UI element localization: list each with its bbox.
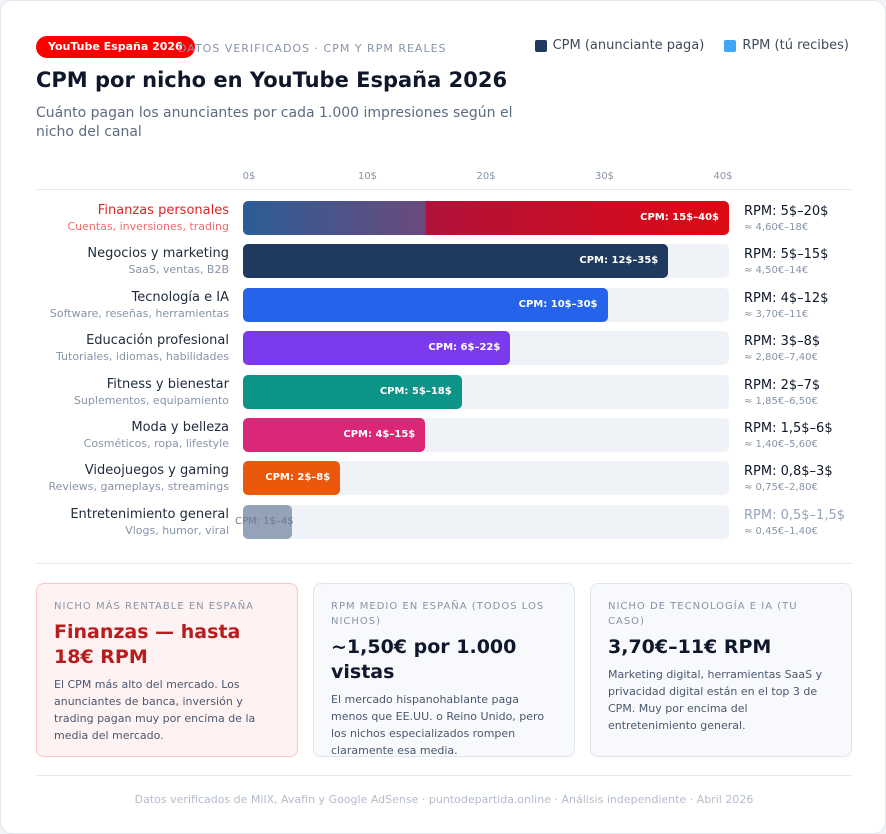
cpm-data-label: CPM: 4$–15$ bbox=[343, 429, 416, 440]
rpm-value: RPM: 5$–20$ bbox=[744, 204, 829, 219]
rpm-value: RPM: 2$–7$ bbox=[744, 377, 821, 393]
chart-row: Negocios y marketing SaaS, ventas, B2B CPM… bbox=[1, 244, 886, 279]
insight-label: NICHO MÁS RENTABLE EN ESPAÑA bbox=[54, 601, 255, 612]
rpm-value: RPM: 0,8$–3$ bbox=[744, 464, 833, 480]
rpm-euro-value: ≈ 0,75€–2,80€ bbox=[744, 482, 818, 494]
insight-value: ~1,50€ por 1.000 vistas bbox=[331, 636, 517, 683]
cpm-data-label: CPM: 5$–18$ bbox=[379, 385, 452, 397]
category-label: Videojuegos y gaming bbox=[84, 463, 229, 479]
insight-card-tech: NICHO DE TECNOLOGÍA E IA (TU CASO) 3,70€… bbox=[590, 583, 852, 757]
insight-label: NICHO DE TECNOLOGÍA E IA (TU CASO) bbox=[608, 601, 798, 627]
page-title: CPM por nicho en YouTube España 2026 bbox=[36, 68, 508, 92]
x-tick-label: 20$ bbox=[476, 171, 496, 182]
cpm-bar bbox=[243, 244, 669, 279]
category-label: Finanzas personales bbox=[97, 203, 229, 218]
axis-line bbox=[36, 189, 852, 190]
rpm-euro-value: ≈ 3,70€–11€ bbox=[744, 308, 809, 320]
legend-swatch-cpm bbox=[534, 39, 547, 52]
section-divider bbox=[36, 563, 852, 564]
legend-item-cpm: CPM (anunciante paga) bbox=[534, 38, 705, 53]
legend: CPM (anunciante paga) RPM (tú recibes) bbox=[534, 38, 849, 53]
category-sublabel: Vlogs, humor, viral bbox=[125, 523, 229, 537]
bar-track bbox=[243, 504, 729, 539]
rpm-euro-value: ≈ 0,45€–1,40€ bbox=[744, 525, 818, 537]
page-subtitle: Cuánto pagan los anunciantes por cada 1.… bbox=[36, 105, 513, 140]
rpm-value: RPM: 5$–15$ bbox=[744, 247, 829, 263]
legend-label-cpm: CPM (anunciante paga) bbox=[552, 38, 705, 53]
category-sublabel: Suplementos, equipamiento bbox=[73, 393, 229, 407]
rpm-value: RPM: 0,5$–1,5$ bbox=[744, 507, 845, 523]
insight-label: RPM MEDIO EN ESPAÑA (TODOS LOS NICHOS) bbox=[331, 601, 545, 627]
chart-row: Fitness y bienestar Suplementos, equipami… bbox=[1, 374, 886, 409]
footer-divider bbox=[36, 775, 852, 776]
legend-label-rpm: RPM (tú recibes) bbox=[742, 38, 849, 53]
rpm-euro-value: ≈ 4,60€–18€ bbox=[744, 222, 809, 233]
insight-text: Marketing digital, herramientas SaaS y p… bbox=[608, 668, 823, 732]
rpm-euro-value: ≈ 1,85€–6,50€ bbox=[744, 395, 818, 407]
category-sublabel: SaaS, ventas, B2B bbox=[128, 263, 229, 277]
cpm-data-label: CPM: 12$–35$ bbox=[579, 255, 659, 267]
insight-text: El mercado hispanohablante paga menos qu… bbox=[331, 693, 545, 757]
rpm-value: RPM: 1,5$–6$ bbox=[744, 421, 833, 436]
legend-item-rpm: RPM (tú recibes) bbox=[724, 38, 849, 53]
category-label: Entretenimiento general bbox=[70, 506, 229, 522]
category-sublabel: Software, reseñas, herramientas bbox=[49, 306, 229, 320]
x-tick-label: 10$ bbox=[357, 171, 378, 182]
region-badge: YouTube España 2026 bbox=[36, 36, 195, 58]
chart-row: Finanzas personales Cuentas, inversiones,… bbox=[1, 201, 886, 235]
cpm-bar bbox=[243, 504, 292, 539]
category-label: Fitness y bienestar bbox=[106, 376, 229, 392]
insight-text: El CPM más alto del mercado. Los anuncia… bbox=[54, 678, 256, 742]
rpm-euro-value: ≈ 2,80€–7,40€ bbox=[744, 352, 818, 364]
chart-row: Videojuegos y gaming Reviews, gameplays, … bbox=[1, 461, 886, 496]
cpm-bar bbox=[243, 287, 608, 322]
chart-row: Entretenimiento general Vlogs, humor, vir… bbox=[1, 504, 886, 539]
cpm-bar bbox=[243, 461, 341, 496]
insight-value: 3,70€–11€ RPM bbox=[608, 636, 772, 658]
legend-swatch-rpm bbox=[724, 39, 737, 52]
rpm-value: RPM: 3$–8$ bbox=[744, 334, 821, 350]
chart-row: Moda y belleza Cosméticos, ropa, lifestyl… bbox=[1, 418, 886, 452]
insight-value: Finanzas — hasta 18€ RPM bbox=[54, 621, 241, 668]
category-sublabel: Cosméticos, ropa, lifestyle bbox=[83, 437, 229, 450]
category-label: Tecnología e IA bbox=[131, 289, 229, 305]
x-tick-label: 0$ bbox=[242, 171, 256, 182]
cpm-bar bbox=[243, 374, 462, 409]
cpm-data-label: CPM: 1$–4$ bbox=[235, 515, 294, 527]
footer-source: Datos verificados de MilX, Avafin y Goog… bbox=[134, 793, 754, 806]
x-tick-label: 30$ bbox=[594, 171, 615, 182]
chart-row: Educación profesional Tutoriales, idiomas… bbox=[1, 331, 886, 366]
cpm-bar bbox=[243, 331, 511, 366]
cpm-data-label: CPM: 2$–8$ bbox=[265, 472, 331, 484]
category-sublabel: Cuentas, inversiones, trading bbox=[67, 220, 229, 233]
chart-row: Tecnología e IA Software, reseñas, herram… bbox=[1, 287, 886, 322]
eyebrow-label: DATOS VERIFICADOS · CPM Y RPM REALES bbox=[178, 42, 447, 55]
category-label: Educación profesional bbox=[86, 333, 229, 349]
rpm-euro-value: ≈ 1,40€–5,60€ bbox=[744, 439, 818, 450]
rpm-value: RPM: 4$–12$ bbox=[744, 290, 829, 306]
cpm-data-label: CPM: 10$–30$ bbox=[518, 298, 598, 310]
cpm-bar bbox=[243, 201, 729, 235]
category-label: Negocios y marketing bbox=[87, 246, 229, 262]
cpm-data-label: CPM: 15$–40$ bbox=[640, 212, 719, 223]
x-tick-label: 40$ bbox=[713, 171, 733, 182]
cpm-data-label: CPM: 6$–22$ bbox=[428, 342, 501, 354]
insight-card-top-niche: NICHO MÁS RENTABLE EN ESPAÑA Finanzas — … bbox=[36, 583, 298, 757]
category-label: Moda y belleza bbox=[131, 420, 229, 435]
cpm-bar bbox=[243, 418, 426, 452]
insight-card-average: RPM MEDIO EN ESPAÑA (TODOS LOS NICHOS) ~… bbox=[313, 583, 575, 757]
category-sublabel: Reviews, gameplays, streamings bbox=[48, 480, 229, 494]
rpm-euro-value: ≈ 4,50€–14€ bbox=[744, 265, 809, 277]
category-sublabel: Tutoriales, idiomas, habilidades bbox=[55, 350, 229, 364]
